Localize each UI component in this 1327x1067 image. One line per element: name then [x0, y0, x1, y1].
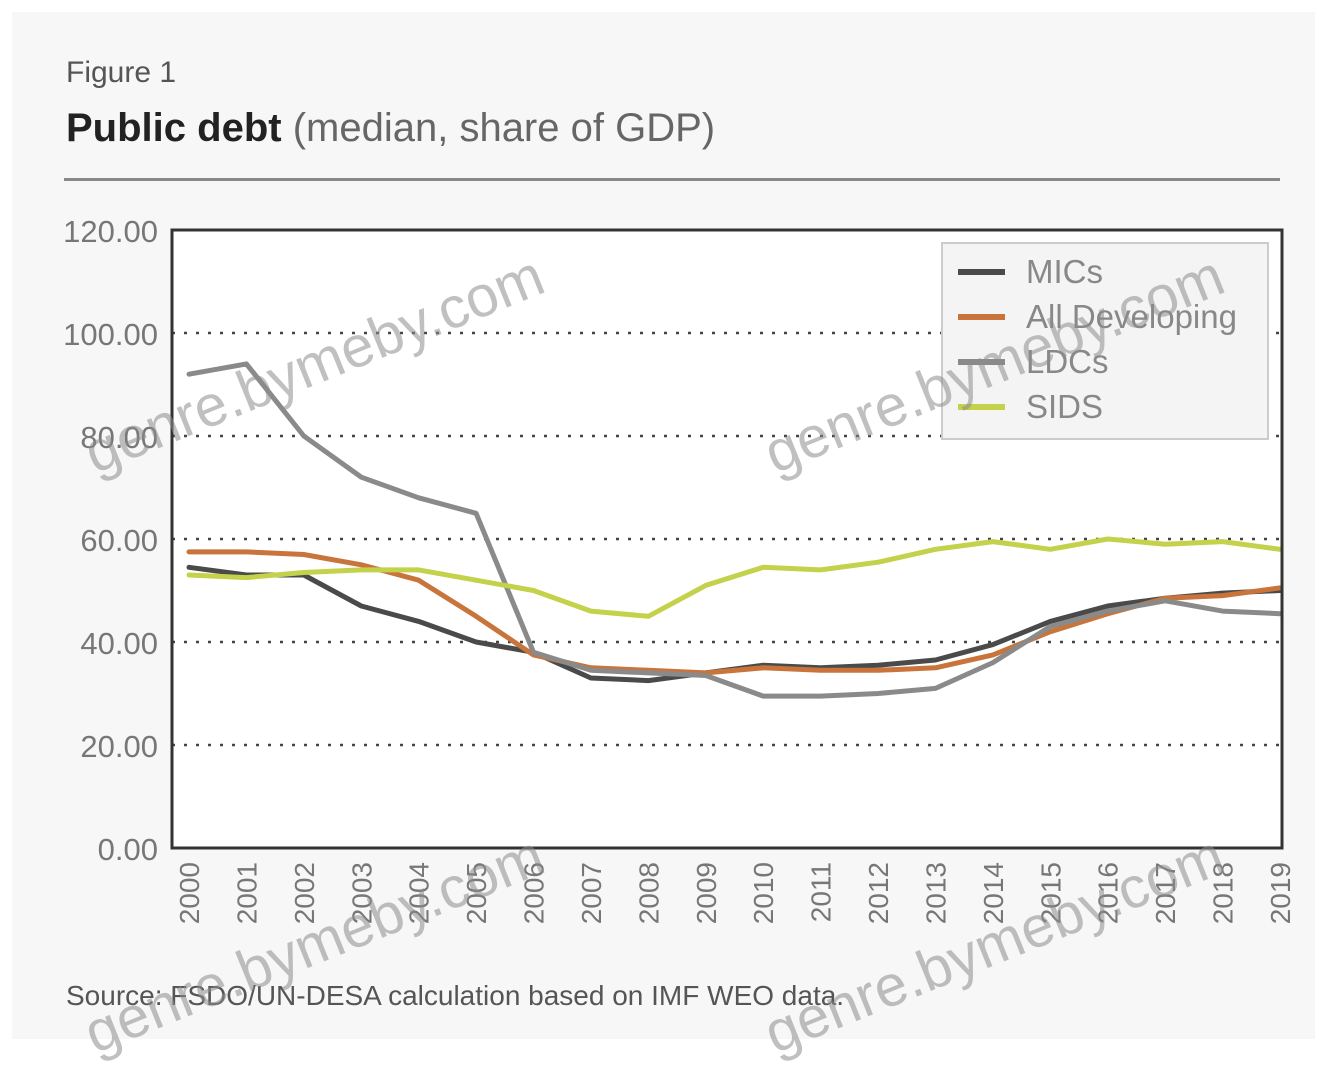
x-tick-label: 2007: [576, 862, 607, 924]
x-tick-label: 2006: [519, 862, 550, 924]
x-tick-label: 2016: [1093, 862, 1124, 924]
x-tick-label: 2009: [691, 862, 722, 924]
x-tick-label: 2001: [231, 862, 262, 924]
y-tick-label: 60.00: [80, 523, 158, 558]
y-tick-label: 100.00: [63, 317, 158, 352]
title-divider: [64, 178, 1280, 181]
y-tick-label: 120.00: [63, 214, 158, 249]
legend-label: All Developing: [1026, 298, 1237, 335]
x-tick-label: 2002: [289, 862, 320, 924]
x-tick-label: 2005: [461, 862, 492, 924]
x-tick-label: 2019: [1265, 862, 1296, 924]
x-tick-label: 2015: [1035, 862, 1066, 924]
x-tick-label: 2018: [1208, 862, 1239, 924]
legend-label: LDCs: [1026, 343, 1109, 380]
x-tick-label: 2008: [633, 862, 664, 924]
y-tick-label: 20.00: [80, 729, 158, 764]
x-tick-label: 2000: [174, 862, 205, 924]
title-main: Public debt: [66, 106, 282, 150]
x-tick-label: 2010: [748, 862, 779, 924]
x-tick-label: 2013: [920, 862, 951, 924]
source-note: Source: FSDO/UN-DESA calculation based o…: [66, 980, 845, 1011]
plot-frame: [170, 228, 1284, 850]
y-tick-label: 40.00: [80, 626, 158, 661]
series-line-ldcs: [186, 361, 1283, 699]
series-line-all-developing: [186, 549, 1283, 676]
y-tick-label: 0.00: [98, 832, 158, 867]
chart-title: Public debt (median, share of GDP): [66, 106, 715, 151]
y-tick-label: 80.00: [80, 420, 158, 455]
x-tick-label: 2004: [404, 862, 435, 924]
title-subtitle: (median, share of GDP): [292, 106, 716, 150]
x-tick-label: 2003: [346, 862, 377, 924]
legend-label: SIDS: [1026, 388, 1103, 425]
legend-label: MICs: [1026, 253, 1103, 290]
figure-label: Figure 1: [66, 56, 177, 89]
x-tick-label: 2014: [978, 862, 1009, 924]
x-tick-label: 2017: [1150, 862, 1181, 924]
series-line-sids: [186, 536, 1283, 619]
x-tick-label: 2012: [863, 862, 894, 924]
x-tick-label: 2011: [806, 862, 837, 922]
